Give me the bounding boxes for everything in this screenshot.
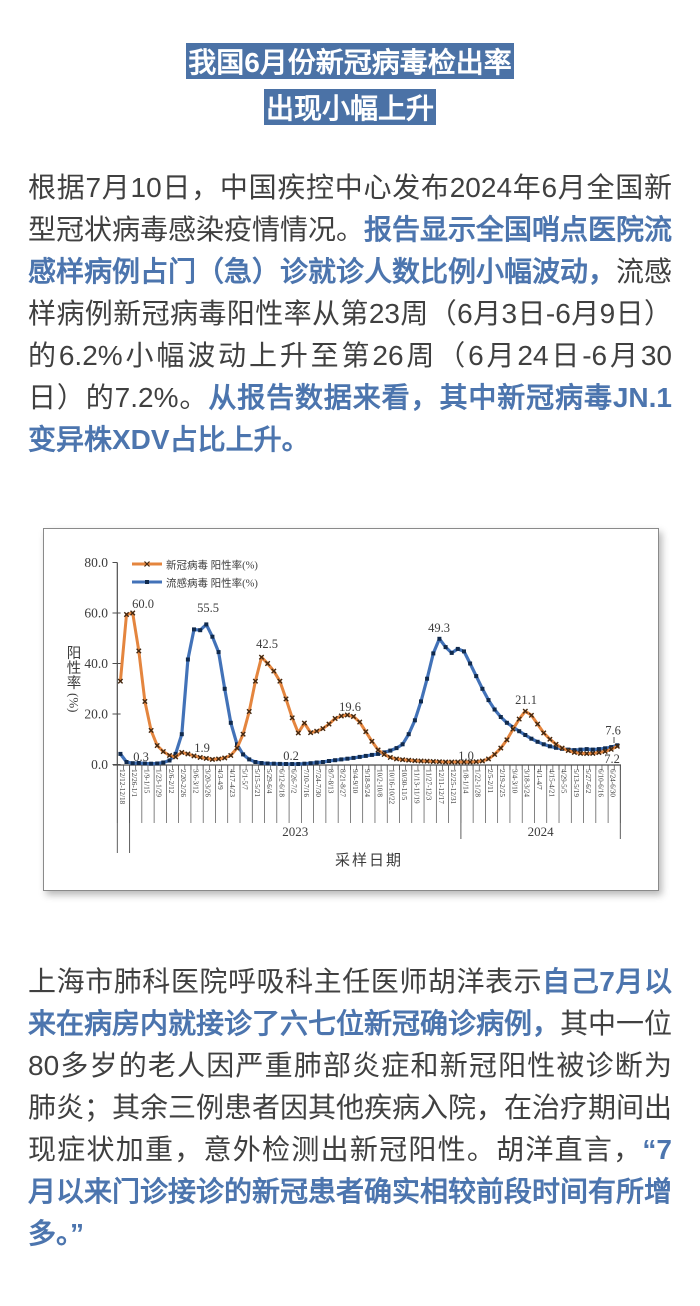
svg-text:5/1-5/7: 5/1-5/7 (241, 769, 249, 790)
svg-text:5/29-6/4: 5/29-6/4 (265, 769, 273, 794)
svg-text:55.5: 55.5 (197, 601, 219, 615)
svg-text:3/18-3/24: 3/18-3/24 (523, 769, 531, 797)
svg-text:2023: 2023 (282, 824, 308, 839)
svg-text:5/15-5/21: 5/15-5/21 (253, 769, 261, 797)
svg-text:12/26-1/1: 12/26-1/1 (130, 769, 138, 797)
svg-text:4/17-4/23: 4/17-4/23 (228, 769, 236, 797)
svg-text:4/15-4/21: 4/15-4/21 (547, 769, 555, 797)
svg-text:阳: 阳 (67, 645, 82, 662)
svg-text:1.9: 1.9 (194, 741, 210, 755)
svg-text:(%): (%) (67, 693, 82, 713)
svg-text:9/4-9/10: 9/4-9/10 (351, 769, 359, 794)
svg-text:10/2-10/8: 10/2-10/8 (375, 769, 383, 797)
svg-text:11/27-12/3: 11/27-12/3 (425, 769, 433, 801)
svg-text:3/20-3/26: 3/20-3/26 (204, 769, 212, 797)
svg-text:新冠病毒 阳性率(%): 新冠病毒 阳性率(%) (166, 559, 258, 572)
svg-text:率: 率 (67, 675, 82, 692)
svg-text:7/24-7/30: 7/24-7/30 (314, 769, 322, 797)
svg-text:1/22-1/28: 1/22-1/28 (474, 769, 482, 797)
svg-text:9/18-9/24: 9/18-9/24 (363, 769, 371, 797)
svg-text:3/6-3/12: 3/6-3/12 (191, 769, 199, 794)
svg-text:2024: 2024 (528, 824, 555, 839)
svg-text:10/16-10/22: 10/16-10/22 (388, 769, 396, 805)
svg-text:5/27-6/2: 5/27-6/2 (584, 769, 592, 794)
svg-text:5/13-5/19: 5/13-5/19 (572, 769, 580, 797)
svg-text:采样日期: 采样日期 (335, 852, 403, 869)
svg-text:11/13-11/19: 11/13-11/19 (412, 769, 420, 804)
svg-text:1/23-1/29: 1/23-1/29 (155, 769, 163, 797)
svg-text:10/30-11/5: 10/30-11/5 (400, 769, 408, 801)
svg-text:0.2: 0.2 (283, 749, 299, 763)
svg-text:6/26-7/2: 6/26-7/2 (290, 769, 298, 794)
svg-text:流感病毒 阳性率(%): 流感病毒 阳性率(%) (166, 577, 258, 590)
svg-text:6/12-6/18: 6/12-6/18 (277, 769, 285, 797)
svg-text:7.6: 7.6 (605, 724, 621, 738)
svg-text:6/10-6/16: 6/10-6/16 (596, 769, 604, 797)
svg-text:6/24-6/30: 6/24-6/30 (609, 769, 617, 797)
svg-text:42.5: 42.5 (256, 637, 278, 651)
svg-text:0.3: 0.3 (133, 750, 149, 764)
svg-text:40.0: 40.0 (84, 656, 108, 671)
svg-text:3/4-3/10: 3/4-3/10 (510, 769, 518, 794)
svg-text:80.0: 80.0 (84, 555, 108, 570)
svg-text:2/20-2/26: 2/20-2/26 (179, 769, 187, 797)
svg-text:0.0: 0.0 (91, 757, 108, 772)
svg-text:8/7-8/13: 8/7-8/13 (326, 769, 334, 794)
svg-text:60.0: 60.0 (132, 597, 154, 611)
svg-text:4/1-4/7: 4/1-4/7 (535, 769, 543, 790)
svg-text:7/10-7/16: 7/10-7/16 (302, 769, 310, 797)
svg-text:2/6-2/12: 2/6-2/12 (167, 769, 175, 794)
svg-text:2/5-2/11: 2/5-2/11 (486, 769, 494, 793)
svg-text:4/29-5/5: 4/29-5/5 (560, 769, 568, 794)
svg-text:19.6: 19.6 (339, 700, 361, 714)
svg-text:12/25-12/31: 12/25-12/31 (449, 769, 457, 805)
svg-text:1/9-1/15: 1/9-1/15 (142, 769, 150, 794)
svg-text:4/3-4/9: 4/3-4/9 (216, 769, 224, 790)
svg-text:21.1: 21.1 (515, 693, 537, 707)
svg-text:2/19-2/25: 2/19-2/25 (498, 769, 506, 797)
svg-text:7.2: 7.2 (604, 752, 620, 766)
svg-text:性: 性 (67, 660, 82, 677)
svg-text:1/8-1/14: 1/8-1/14 (461, 769, 469, 794)
svg-text:12/12-12/18: 12/12-12/18 (118, 769, 126, 805)
svg-text:60.0: 60.0 (84, 606, 108, 621)
svg-text:1.0: 1.0 (458, 749, 474, 763)
svg-text:12/11-12/17: 12/11-12/17 (437, 769, 445, 804)
svg-text:20.0: 20.0 (84, 707, 108, 722)
svg-text:49.3: 49.3 (428, 621, 450, 635)
svg-text:8/21-8/27: 8/21-8/27 (339, 769, 347, 797)
